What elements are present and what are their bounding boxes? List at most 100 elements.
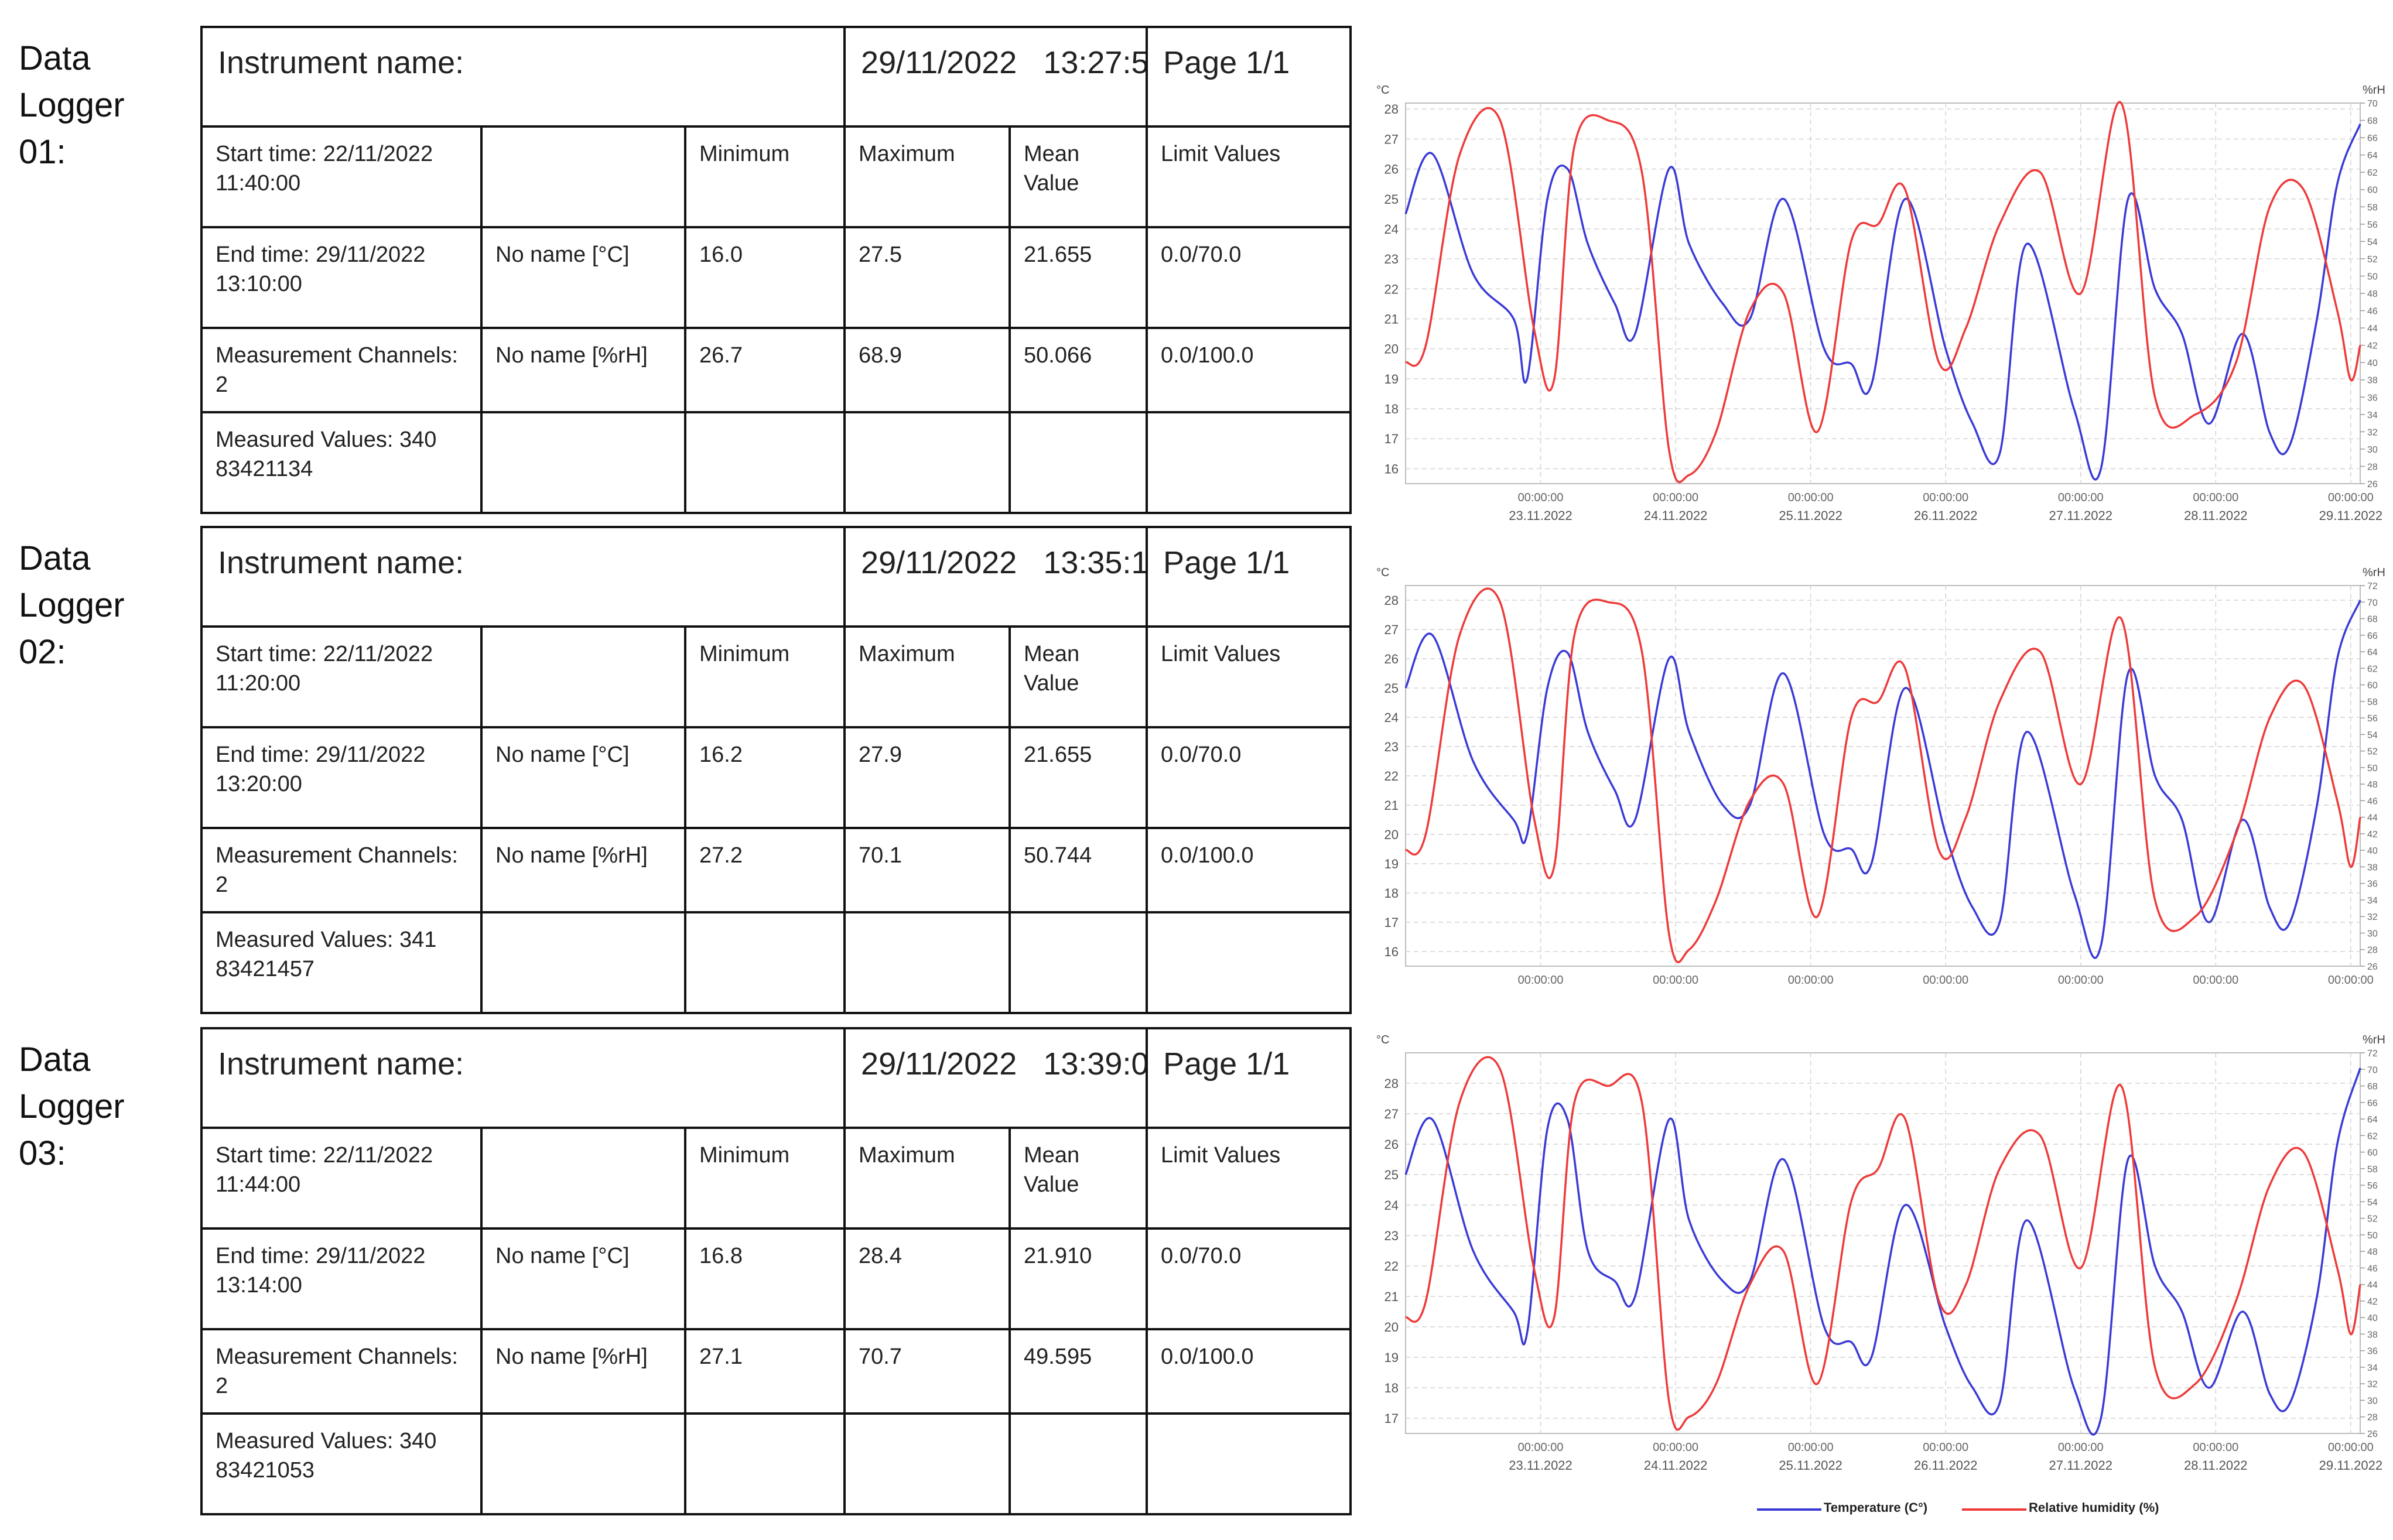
left-axis-tick-label: 24 xyxy=(1384,710,1399,725)
right-axis-tick-label: 58 xyxy=(2367,697,2378,707)
legend-humidity-label: Relative humidity (%) xyxy=(2029,1500,2159,1515)
col-header-limit: Limit Values xyxy=(1146,1127,1352,1230)
channel-2-min: 27.1 xyxy=(683,1328,846,1415)
start-time-clock: 11:40:00 xyxy=(216,171,301,196)
right-axis-tick-label: 64 xyxy=(2367,1115,2378,1125)
humidity-series-line xyxy=(1404,101,2361,484)
plot-area xyxy=(1405,102,2361,484)
x-axis-time-label: 00:00:00 xyxy=(1518,491,1564,504)
left-axis-tick-label: 24 xyxy=(1384,1198,1399,1213)
right-axis-tick-label: 52 xyxy=(2367,255,2378,265)
left-axis-tick-label: 21 xyxy=(1384,1289,1399,1304)
left-axis-tick-label: 17 xyxy=(1384,432,1399,446)
col-header-maximum: Maximum xyxy=(843,625,1011,728)
measured-values: Measured Values: 340 83421134 xyxy=(200,411,483,514)
start-time-clock: 11:44:00 xyxy=(216,1172,301,1197)
empty-cell xyxy=(683,1412,846,1515)
start-time: Start time: 22/11/2022 11:40:00 xyxy=(200,125,483,228)
x-axis-time-label: 00:00:00 xyxy=(1923,974,1968,987)
chart-logger-1: 16 17 18 19 20 21 22 23 24 25 26 27 28 26 28 30 32 34 36 38… xyxy=(1365,74,2393,542)
x-axis-time-label: 00:00:00 xyxy=(2193,1441,2238,1454)
page-number: Page 1/1 xyxy=(1146,26,1352,128)
left-axis-tick-label: 17 xyxy=(1384,915,1399,930)
col-header-mean: Mean Value xyxy=(1009,1127,1148,1230)
empty-cell xyxy=(1146,411,1352,514)
right-axis-tick-label: 58 xyxy=(2367,203,2378,213)
start-time: Start time: 22/11/2022 11:44:00 xyxy=(200,1127,483,1230)
left-axis-tick-label: 17 xyxy=(1384,1411,1399,1426)
measurement-channels-label: Measurement Channels: xyxy=(216,343,458,368)
channel-1-max: 28.4 xyxy=(843,1227,1011,1330)
col-header-maximum: Maximum xyxy=(843,125,1011,228)
right-axis-tick-label: 38 xyxy=(2367,863,2378,872)
channel-2-max: 70.1 xyxy=(843,827,1011,913)
chart-logger-3: 17 18 19 20 21 22 23 24 25 26 27 28 26 28 30 32 34 36 38 40… xyxy=(1365,1024,2393,1492)
empty-cell xyxy=(683,411,846,514)
left-axis-tick-label: 20 xyxy=(1384,342,1399,357)
x-axis-time-label: 00:00:00 xyxy=(2058,974,2104,987)
left-axis-unit: °C xyxy=(1376,84,1389,97)
right-axis-tick-label: 66 xyxy=(2367,1098,2378,1108)
chart-svg: 16 17 18 19 20 21 22 23 24 25 26 27 28 26 28 30 32 34 36 38… xyxy=(1376,84,2385,523)
logger-label-line: 03: xyxy=(19,1134,66,1172)
start-time-date: Start time: 22/11/2022 xyxy=(216,1143,433,1168)
left-axis-tick-label: 16 xyxy=(1384,461,1399,476)
x-axis-date-label: 25.11.2022 xyxy=(1779,508,1842,523)
right-axis-tick-label: 40 xyxy=(2367,358,2378,368)
channel-2-mean: 49.595 xyxy=(1009,1328,1148,1415)
left-axis-tick-label: 27 xyxy=(1384,1107,1399,1121)
measured-values-label: Measured Values: 340 xyxy=(216,427,437,452)
measured-values-label: Measured Values: 341 xyxy=(216,928,437,952)
report-table-3: Instrument name: 29/11/2022 13:39:09 Pag… xyxy=(200,1027,1352,1515)
col-header-mean-line: Value xyxy=(1024,171,1079,196)
right-axis-tick-label: 68 xyxy=(2367,1082,2378,1092)
channel-2-max: 70.7 xyxy=(843,1328,1011,1415)
channel-1-min: 16.8 xyxy=(683,1227,846,1330)
left-axis-tick-label: 27 xyxy=(1384,622,1399,637)
col-header-mean-line: Mean xyxy=(1024,1143,1080,1168)
right-axis-tick-label: 42 xyxy=(2367,341,2378,351)
empty-cell xyxy=(480,411,686,514)
right-axis-tick-label: 48 xyxy=(2367,1247,2378,1257)
right-axis-tick-label: 50 xyxy=(2367,764,2378,774)
logger-label-line: Data xyxy=(19,1041,91,1079)
end-time-clock: 13:10:00 xyxy=(216,272,302,296)
right-axis-tick-label: 54 xyxy=(2367,1197,2378,1207)
end-time-clock: 13:14:00 xyxy=(216,1273,302,1298)
right-axis-tick-label: 64 xyxy=(2367,151,2378,161)
logger-label-line: Data xyxy=(19,39,91,77)
end-time: End time: 29/11/2022 13:10:00 xyxy=(200,226,483,329)
x-axis-time-label: 00:00:00 xyxy=(1653,1441,1698,1454)
legend-temperature-label: Temperature (C°) xyxy=(1824,1500,1928,1515)
channel-1-max: 27.9 xyxy=(843,726,1011,829)
left-axis-tick-label: 19 xyxy=(1384,372,1399,386)
x-axis-time-label: 00:00:00 xyxy=(1518,1441,1564,1454)
empty-cell xyxy=(480,1127,686,1230)
measured-values: Measured Values: 340 83421053 xyxy=(200,1412,483,1515)
right-axis-tick-label: 28 xyxy=(2367,946,2378,956)
channel-1-mean: 21.910 xyxy=(1009,1227,1148,1330)
measurement-channels: Measurement Channels: 2 xyxy=(200,1328,483,1415)
left-axis-tick-label: 21 xyxy=(1384,798,1399,813)
empty-cell xyxy=(480,125,686,228)
channel-2-mean: 50.744 xyxy=(1009,827,1148,913)
empty-cell xyxy=(843,411,1011,514)
x-axis-date-label: 26.11.2022 xyxy=(1914,508,1977,523)
channel-2-limit: 0.0/100.0 xyxy=(1146,1328,1352,1415)
x-axis-time-label: 00:00:00 xyxy=(1653,974,1698,987)
right-axis-tick-label: 36 xyxy=(2367,393,2378,403)
end-time-clock: 13:20:00 xyxy=(216,772,302,796)
right-axis-tick-label: 60 xyxy=(2367,681,2378,691)
measurement-channels-value: 2 xyxy=(216,872,228,897)
channel-2-max: 68.9 xyxy=(843,327,1011,413)
measurement-channels-label: Measurement Channels: xyxy=(216,1344,458,1369)
right-axis-tick-label: 56 xyxy=(2367,220,2378,230)
x-axis-date-label: 25.11.2022 xyxy=(1779,1458,1842,1473)
x-axis-date-label: 23.11.2022 xyxy=(1509,1458,1572,1473)
right-axis-tick-label: 70 xyxy=(2367,99,2378,109)
right-axis-tick-label: 58 xyxy=(2367,1165,2378,1175)
report-time: 13:27:55 xyxy=(1043,45,1144,80)
col-header-mean-line: Value xyxy=(1024,1172,1079,1197)
left-axis-tick-label: 18 xyxy=(1384,1381,1399,1395)
empty-cell xyxy=(683,911,846,1014)
